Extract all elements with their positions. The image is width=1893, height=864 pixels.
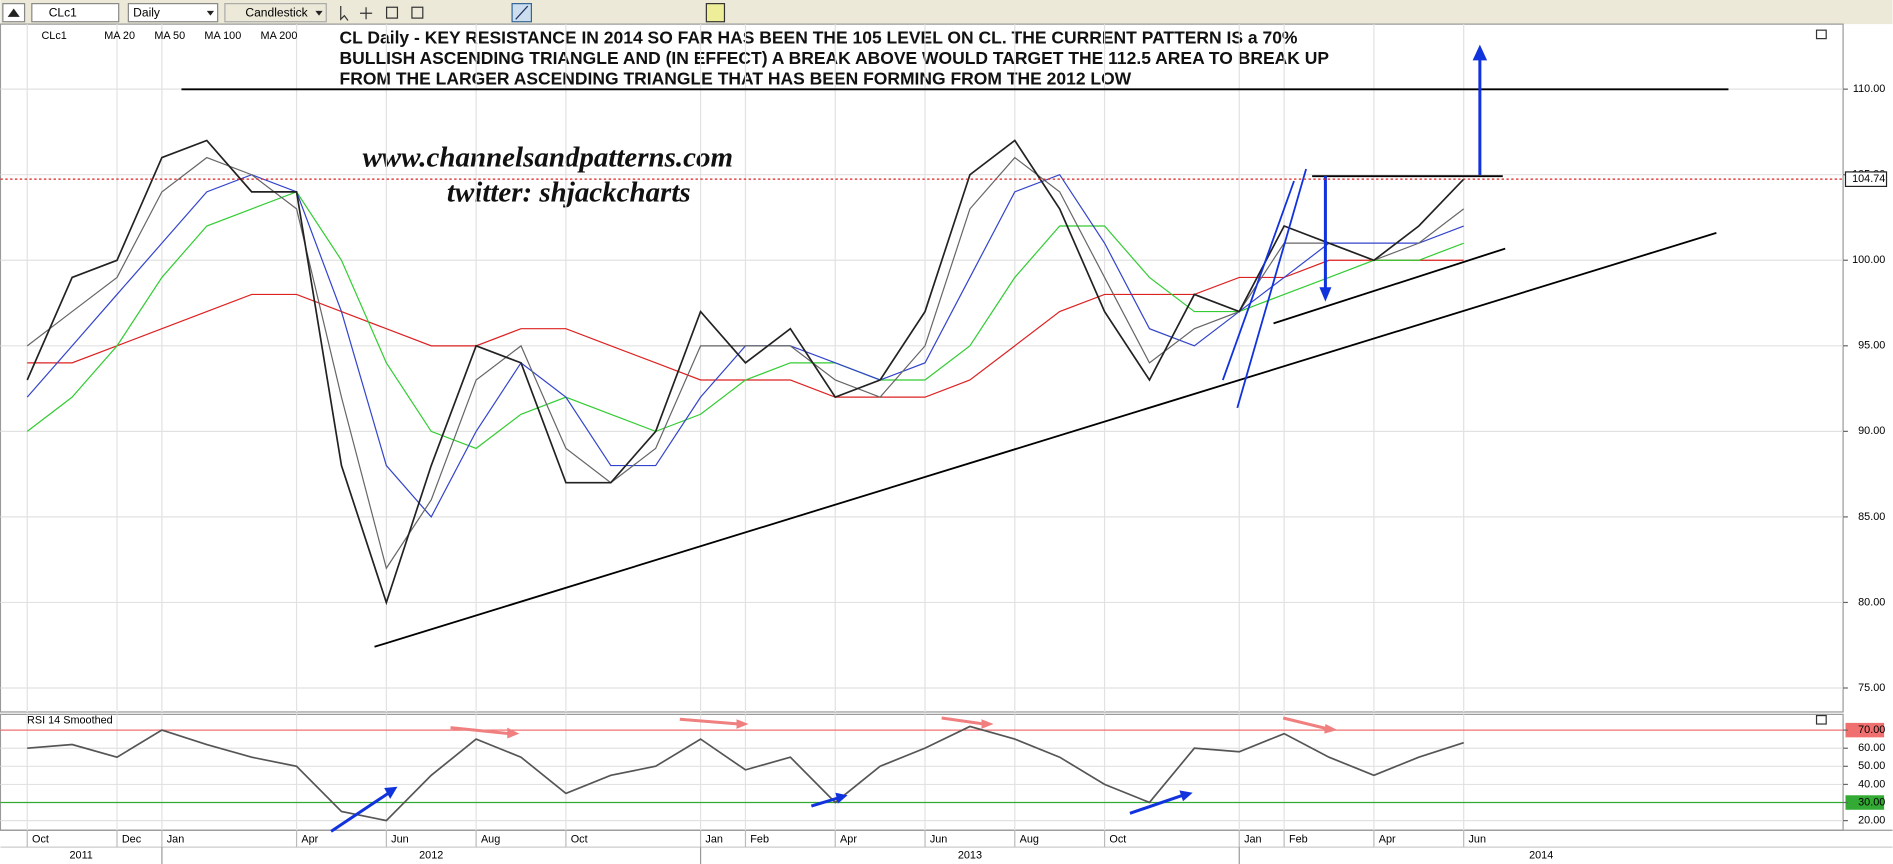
series-line: [26, 191, 1464, 450]
x-tick-label: Aug: [1020, 834, 1039, 846]
style-text: Candlestick: [245, 5, 308, 19]
last-price-label: 104.74: [1852, 173, 1885, 185]
y-tick-label: 110.00: [1853, 83, 1885, 95]
legend-symbol: CLc1: [41, 30, 66, 42]
legend-item: MA 50: [154, 30, 185, 42]
collapse-icon: [7, 8, 20, 17]
x-tick-label: Jun: [930, 834, 948, 846]
y-tick-label: 80.00: [1858, 596, 1885, 608]
x-tick-label: Aug: [481, 834, 500, 846]
series-line: [26, 139, 1465, 606]
legend-item: MA 200: [261, 30, 298, 42]
legend-item: MA 100: [204, 30, 241, 42]
x-tick-label: Oct: [571, 834, 588, 846]
symbol-text: CLc1: [49, 5, 77, 19]
dropdown-arrow: [206, 10, 215, 16]
x-tick-label: Feb: [1289, 834, 1308, 846]
level-label-box: [1845, 795, 1885, 810]
x-tick-label: Oct: [32, 834, 49, 846]
series-line: [27, 725, 1464, 822]
watermark: twitter: shjackcharts: [447, 177, 691, 209]
x-tick-label: Jan: [1244, 834, 1262, 846]
maximize-button[interactable]: [1815, 714, 1827, 725]
y-tick-label: 90.00: [1858, 425, 1885, 437]
interval-text: Daily: [133, 5, 160, 19]
series-line: [26, 156, 1465, 570]
level-label-box: [1845, 722, 1885, 738]
x-tick-label: Feb: [750, 834, 769, 846]
year-label: 2014: [1529, 849, 1553, 861]
x-tick-label: Jan: [705, 834, 723, 846]
x-tick-label: Jun: [391, 834, 409, 846]
drawing-tools[interactable]: [340, 3, 726, 23]
style-select[interactable]: [224, 3, 327, 23]
y-tick-label: 100.00: [1852, 254, 1885, 266]
y-tick-label: 85.00: [1858, 511, 1885, 523]
y-tick-label: 95.00: [1858, 340, 1885, 352]
x-tick-label: Jan: [167, 834, 185, 846]
year-label: 2013: [958, 849, 982, 861]
x-tick-label: Apr: [840, 834, 857, 846]
maximize-button[interactable]: [1815, 29, 1827, 40]
x-tick-label: Apr: [301, 834, 318, 846]
y-tick-label: 20.00: [1858, 814, 1885, 826]
y-tick-label: 40.00: [1858, 778, 1885, 790]
dropdown-arrow: [315, 10, 323, 16]
y-tick-label: 30.00: [1858, 796, 1885, 808]
y-tick-label: 60.00: [1858, 742, 1885, 754]
y-tick-label: 50.00: [1858, 760, 1885, 772]
annotation: FROM THE LARGER ASCENDING TRIANGLE THAT …: [340, 68, 1132, 88]
y-tick-label: 70.00: [1858, 724, 1885, 736]
x-tick-label: Jun: [1469, 834, 1487, 846]
annotation: CL Daily - KEY RESISTANCE IN 2014 SO FAR…: [340, 27, 1298, 47]
symbol-input[interactable]: [31, 3, 120, 23]
interval-select[interactable]: [127, 3, 219, 23]
watermark: www.channelsandpatterns.com: [362, 142, 733, 174]
annotation: BULLISH ASCENDING TRIANGLE AND (IN EFFEC…: [340, 48, 1330, 68]
rsi-panel: [0, 713, 1844, 831]
x-tick-label: Apr: [1379, 834, 1396, 846]
year-label: 2012: [419, 849, 443, 861]
year-label: 2011: [69, 849, 92, 861]
legend-item: MA 20: [104, 30, 135, 42]
x-tick-label: Dec: [122, 834, 142, 846]
price-panel: [0, 23, 1844, 713]
y-tick-label: 75.00: [1858, 682, 1885, 694]
trendlines: [181, 44, 1729, 833]
rsi-legend: RSI 14 Smoothed: [27, 714, 113, 726]
x-tick-label: Oct: [1109, 834, 1126, 846]
last-price-box: [1844, 171, 1888, 187]
